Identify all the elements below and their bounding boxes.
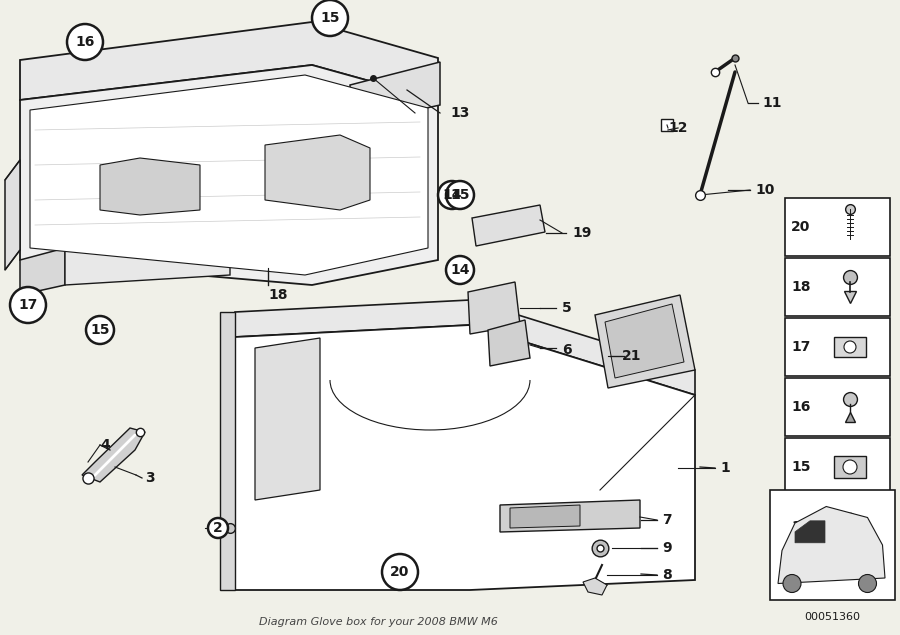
Text: 15: 15 bbox=[320, 11, 340, 25]
Polygon shape bbox=[350, 62, 440, 125]
Text: 6: 6 bbox=[562, 343, 572, 357]
Text: 9: 9 bbox=[662, 541, 671, 555]
Text: 17: 17 bbox=[18, 298, 38, 312]
Text: 21: 21 bbox=[622, 349, 642, 363]
Text: 8: 8 bbox=[662, 568, 671, 582]
Circle shape bbox=[446, 181, 474, 209]
Bar bbox=[785, 498, 890, 556]
Polygon shape bbox=[472, 205, 545, 246]
Polygon shape bbox=[5, 160, 20, 270]
Polygon shape bbox=[20, 65, 438, 285]
Text: 00051360: 00051360 bbox=[805, 612, 860, 622]
Circle shape bbox=[844, 341, 856, 353]
Text: 13: 13 bbox=[450, 106, 470, 120]
Bar bbox=[785, 318, 890, 376]
Bar bbox=[834, 337, 866, 357]
Circle shape bbox=[86, 316, 114, 344]
Polygon shape bbox=[235, 325, 695, 590]
Text: 1: 1 bbox=[720, 461, 730, 475]
Text: 18: 18 bbox=[268, 288, 287, 302]
Circle shape bbox=[783, 575, 801, 592]
Text: 20: 20 bbox=[391, 565, 410, 579]
Text: 16: 16 bbox=[76, 35, 94, 49]
Polygon shape bbox=[30, 75, 428, 275]
Circle shape bbox=[382, 554, 418, 590]
Bar bbox=[785, 198, 890, 256]
Polygon shape bbox=[583, 578, 607, 595]
Polygon shape bbox=[255, 338, 320, 500]
Polygon shape bbox=[500, 500, 640, 532]
Circle shape bbox=[859, 575, 877, 592]
Text: 15: 15 bbox=[90, 323, 110, 337]
Bar bbox=[770, 490, 895, 600]
Polygon shape bbox=[20, 248, 65, 295]
Polygon shape bbox=[82, 428, 145, 482]
Text: 20: 20 bbox=[791, 220, 810, 234]
Text: 14: 14 bbox=[791, 520, 811, 534]
Bar bbox=[785, 438, 890, 496]
Circle shape bbox=[10, 287, 46, 323]
Circle shape bbox=[208, 518, 228, 538]
Text: 3: 3 bbox=[145, 471, 155, 485]
Polygon shape bbox=[488, 320, 530, 366]
Text: 7: 7 bbox=[662, 513, 671, 527]
Polygon shape bbox=[100, 158, 200, 215]
Text: 17: 17 bbox=[791, 340, 810, 354]
Text: 11: 11 bbox=[762, 96, 781, 110]
Text: 5: 5 bbox=[562, 301, 572, 315]
Text: 4: 4 bbox=[100, 438, 110, 452]
Bar bbox=[834, 456, 866, 478]
Text: 18: 18 bbox=[791, 280, 811, 294]
Polygon shape bbox=[605, 304, 684, 378]
Polygon shape bbox=[510, 505, 580, 528]
Text: Diagram Glove box for your 2008 BMW M6: Diagram Glove box for your 2008 BMW M6 bbox=[258, 617, 498, 627]
Polygon shape bbox=[20, 22, 438, 100]
Polygon shape bbox=[265, 135, 370, 210]
Polygon shape bbox=[778, 507, 885, 584]
Text: 14: 14 bbox=[442, 188, 462, 202]
Bar bbox=[785, 378, 890, 436]
Text: 15: 15 bbox=[791, 460, 811, 474]
Polygon shape bbox=[235, 300, 695, 395]
Polygon shape bbox=[220, 312, 235, 590]
Text: 10: 10 bbox=[755, 183, 774, 197]
Circle shape bbox=[312, 0, 348, 36]
Text: 15: 15 bbox=[450, 188, 470, 202]
Circle shape bbox=[446, 256, 474, 284]
Text: 12: 12 bbox=[668, 121, 688, 135]
Text: 14: 14 bbox=[450, 263, 470, 277]
Bar bbox=[785, 258, 890, 316]
Polygon shape bbox=[65, 238, 230, 285]
Polygon shape bbox=[795, 521, 825, 543]
Polygon shape bbox=[595, 295, 695, 388]
Circle shape bbox=[843, 460, 857, 474]
Text: 16: 16 bbox=[791, 400, 810, 414]
Text: 19: 19 bbox=[572, 226, 591, 240]
Text: 2: 2 bbox=[213, 521, 223, 535]
Circle shape bbox=[67, 24, 103, 60]
Circle shape bbox=[438, 181, 466, 209]
Polygon shape bbox=[468, 282, 520, 334]
